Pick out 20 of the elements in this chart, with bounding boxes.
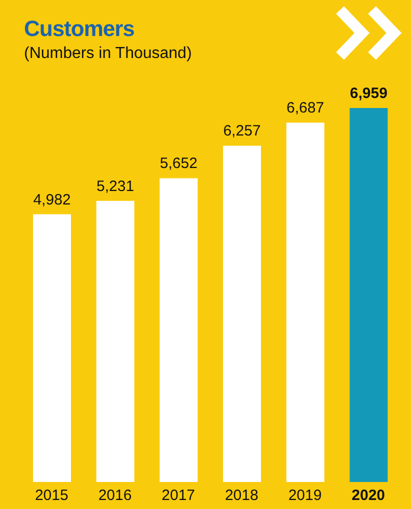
bar: [33, 214, 71, 482]
x-tick-label: 2018: [224, 487, 258, 504]
data-label: 6,687: [286, 100, 324, 117]
bar: [350, 108, 388, 482]
data-label: 6,959: [350, 85, 388, 102]
x-tick-label: 2015: [34, 487, 68, 504]
data-label: 5,652: [160, 155, 198, 172]
bar: [160, 178, 198, 482]
x-tick-label: 2019: [288, 487, 322, 504]
data-label: 5,231: [96, 178, 134, 195]
chart-subtitle: (Numbers in Thousand): [24, 45, 192, 63]
bar: [223, 146, 261, 482]
x-tick-label: 2017: [162, 487, 196, 504]
data-label: 4,982: [33, 191, 71, 208]
x-tick-label: 2020: [352, 487, 386, 504]
bar: [96, 200, 134, 482]
chart-title: Customers: [24, 16, 134, 42]
data-label: 6,257: [223, 122, 261, 140]
bar: [286, 122, 324, 482]
x-tick-label: 2016: [98, 487, 132, 504]
